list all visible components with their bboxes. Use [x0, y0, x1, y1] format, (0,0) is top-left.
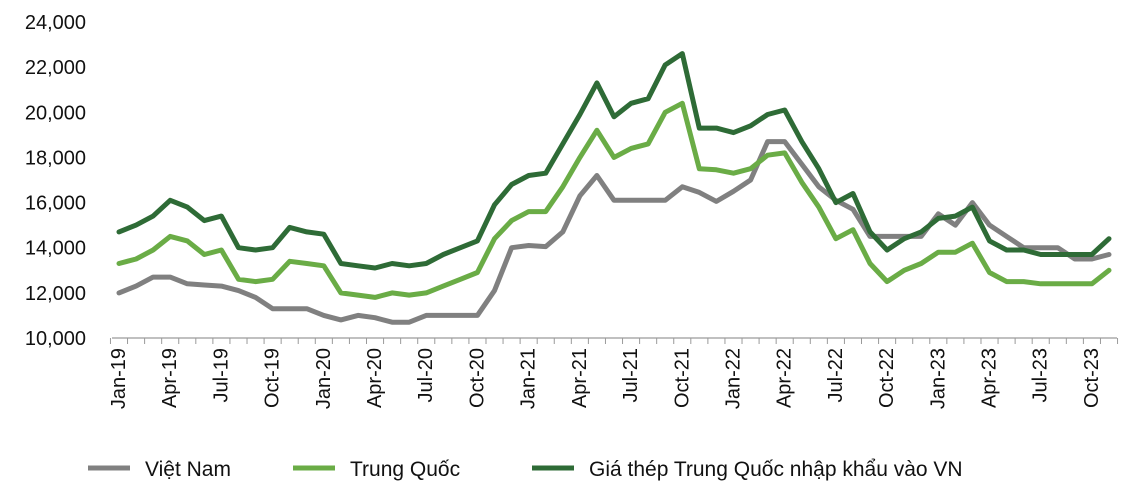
series-line-viet-nam: [116, 139, 1112, 325]
y-tick-label: 22,000: [25, 57, 86, 79]
x-tick-label: Jan-20: [313, 348, 335, 409]
legend-item-viet-nam: Việt Nam: [88, 458, 231, 481]
legend: Việt Nam Trung Quốc Giá thép Trung Quốc …: [88, 458, 963, 481]
y-tick-label: 14,000: [25, 238, 86, 260]
x-tick-label: Apr-19: [159, 348, 181, 408]
x-tick-label: Oct-23: [1081, 348, 1103, 408]
y-tick-label: 24,000: [25, 12, 86, 34]
x-axis-labels: Jan-19 Apr-19 Jul-19 Oct-19 Jan-20 Apr-20 Jul-…: [108, 348, 1103, 409]
y-tick-label: 16,000: [25, 193, 86, 215]
x-tick-label: Jan-21: [518, 348, 540, 409]
x-tick-label: Jul-23: [1030, 348, 1052, 402]
series-lines: [116, 51, 1112, 325]
x-tick-label: Jan-23: [927, 348, 949, 409]
series-line-gia-thep-trung-quoc-nhap-khau: [116, 51, 1112, 271]
x-tick-label: Apr-23: [979, 348, 1001, 408]
y-tick-label: 10,000: [25, 328, 86, 350]
y-tick-label: 18,000: [25, 147, 86, 169]
x-tick-label: Oct-22: [876, 348, 898, 408]
x-tick-label: Apr-22: [774, 348, 796, 408]
x-tick-label: Oct-20: [466, 348, 488, 408]
y-axis-labels: 10,000 12,000 14,000 16,000 18,000 20,000 22,0…: [25, 12, 86, 350]
x-tick-label: Apr-20: [364, 348, 386, 408]
x-tick-label: Jul-20: [415, 348, 437, 402]
y-tick-label: 20,000: [25, 102, 86, 124]
x-tick-label: Jan-19: [108, 348, 130, 409]
x-tick-label: Oct-19: [262, 348, 284, 408]
x-tick-label: Jul-21: [620, 348, 642, 402]
legend-label-viet-nam: Việt Nam: [145, 458, 231, 481]
legend-label-gia-thep-trung-quoc-nhap-khau: Giá thép Trung Quốc nhập khẩu vào VN: [589, 458, 963, 481]
x-axis-ticks: [109, 338, 1119, 344]
x-tick-label: Oct-21: [671, 348, 693, 408]
legend-item-gia-thep-trung-quoc-nhap-khau: Giá thép Trung Quốc nhập khẩu vào VN: [532, 458, 963, 481]
legend-item-trung-quoc: Trung Quốc: [293, 458, 460, 481]
x-tick-label: Jan-22: [722, 348, 744, 409]
series-line-trung-quoc: [116, 100, 1112, 300]
legend-label-trung-quoc: Trung Quốc: [350, 458, 460, 481]
x-tick-label: Apr-21: [569, 348, 591, 408]
x-tick-label: Jul-19: [210, 348, 232, 402]
x-tick-label: Jul-22: [825, 348, 847, 402]
y-tick-label: 12,000: [25, 283, 86, 305]
